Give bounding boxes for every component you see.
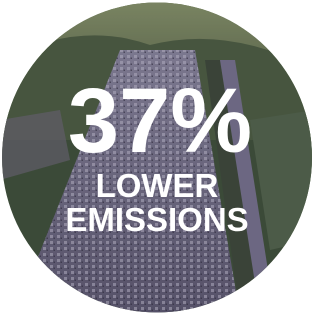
caption-line: LOWER <box>96 167 219 204</box>
caption-line: EMISSIONS <box>65 201 248 238</box>
headline: 37% <box>68 70 252 172</box>
badge: 37% LOWER EMISSIONS <box>0 0 314 315</box>
page: {"headline": "37%", "caption_lines": ["L… <box>0 0 314 315</box>
